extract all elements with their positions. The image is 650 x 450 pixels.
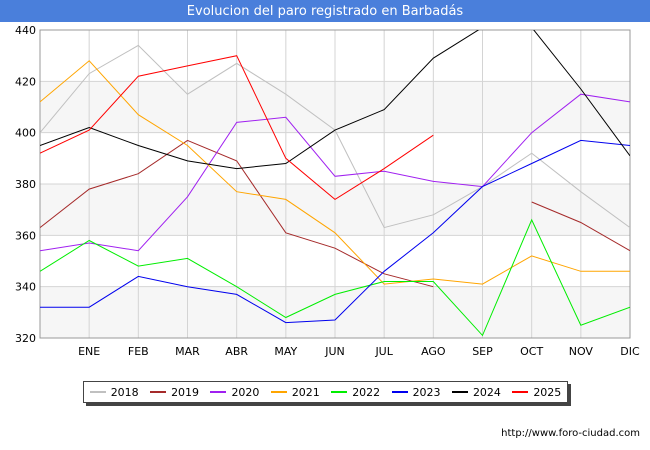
legend-label: 2022 xyxy=(352,385,381,399)
legend-swatch xyxy=(210,391,227,393)
x-tick-label: NOV xyxy=(569,345,594,358)
legend-swatch xyxy=(150,391,167,393)
legend-label: 2025 xyxy=(533,385,562,399)
series-line-2022 xyxy=(40,218,630,337)
x-tick-label: ABR xyxy=(225,345,248,358)
legend-item-2024: 2024 xyxy=(451,385,501,399)
legend-item-2023: 2023 xyxy=(391,385,441,399)
x-tick-label: AGO xyxy=(421,345,446,358)
x-tick-label: SEP xyxy=(472,345,493,358)
x-tick-label: JUL xyxy=(374,345,393,358)
source-credit: http://www.foro-ciudad.com xyxy=(501,428,640,439)
legend-item-2025: 2025 xyxy=(512,386,561,399)
series-line-2023 xyxy=(40,139,630,324)
legend-swatch xyxy=(391,391,408,393)
legend-swatch xyxy=(270,391,287,393)
plot-frame xyxy=(39,29,631,339)
series-line-2021 xyxy=(40,60,630,285)
chart-legend: 2018 2019 2020 2021 2022 2023 2024 2025 xyxy=(83,381,568,403)
legend-swatch xyxy=(89,391,106,393)
x-tick-label: FEB xyxy=(128,345,149,358)
series-line-2020 xyxy=(40,93,630,252)
legend-swatch xyxy=(512,391,529,393)
legend-label: 2023 xyxy=(412,385,441,399)
legend-label: 2021 xyxy=(291,385,320,399)
legend-item-2020: 2020 xyxy=(210,386,259,399)
legend-label: 2018 xyxy=(110,385,139,399)
y-tick-label: 380 xyxy=(15,178,36,191)
series-line-2024 xyxy=(40,30,630,170)
x-tick-label: ENE xyxy=(78,345,100,358)
y-tick-label: 340 xyxy=(15,281,36,294)
legend-swatch xyxy=(451,391,468,393)
y-tick-label: 400 xyxy=(15,127,36,140)
legend-swatch xyxy=(331,391,348,393)
x-tick-label: OCT xyxy=(520,345,543,358)
y-tick-label: 320 xyxy=(15,332,36,345)
series-line-2019 xyxy=(40,139,630,288)
x-tick-label: MAR xyxy=(175,345,200,358)
y-tick-label: 360 xyxy=(15,229,36,242)
x-tick-label: JUN xyxy=(324,345,345,358)
legend-item-2019: 2019 xyxy=(150,386,199,399)
y-tick-label: 420 xyxy=(15,75,36,88)
y-tick-label: 440 xyxy=(15,24,36,37)
legend-item-2018: 2018 xyxy=(89,385,139,399)
chart-title: Evolucion del paro registrado en Barbadá… xyxy=(0,0,650,22)
legend-label: 2024 xyxy=(472,385,501,399)
legend-item-2021: 2021 xyxy=(270,385,320,399)
x-tick-label: MAY xyxy=(274,345,297,358)
legend-label: 2020 xyxy=(231,385,260,399)
legend-label: 2019 xyxy=(171,385,200,399)
series-line-2025 xyxy=(40,55,434,201)
x-tick-label: DIC xyxy=(620,345,640,358)
legend-item-2022: 2022 xyxy=(331,386,380,399)
